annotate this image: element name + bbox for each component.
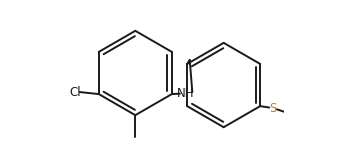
Text: Cl: Cl	[69, 86, 81, 98]
Text: S: S	[270, 102, 277, 115]
Text: NH: NH	[177, 87, 195, 100]
